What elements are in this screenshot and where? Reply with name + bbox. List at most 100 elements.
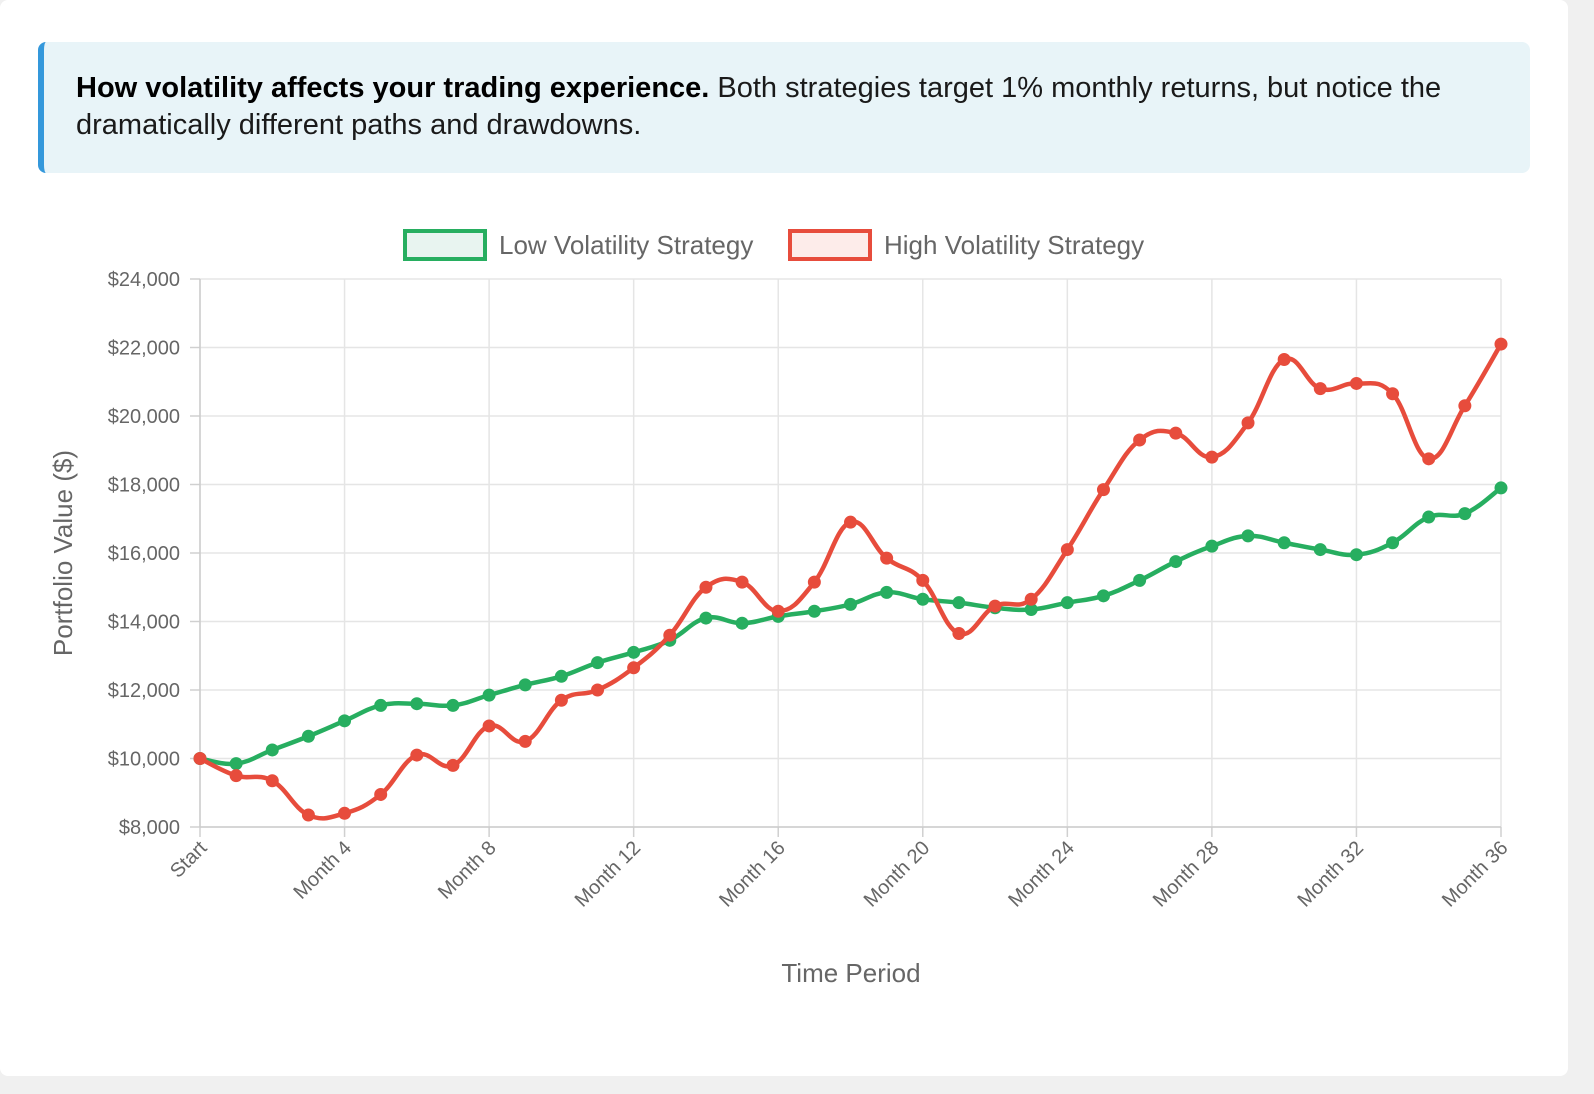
high-volatility-point[interactable] [591,683,605,697]
high-volatility-point[interactable] [1422,452,1436,466]
low-volatility-point[interactable] [229,757,243,771]
high-volatility-point[interactable] [410,748,424,762]
high-volatility-point[interactable] [1313,382,1327,396]
high-volatility-point[interactable] [880,551,894,565]
x-tick-label: Start [166,837,212,883]
high-volatility-point[interactable] [338,806,352,820]
high-volatility-point[interactable] [1024,592,1038,606]
y-axis-title: Portfolio Value ($) [48,450,78,656]
low-volatility-point[interactable] [952,596,966,610]
low-volatility-point[interactable] [1133,573,1147,587]
x-tick-label: Month 4 [289,837,356,904]
low-volatility-point[interactable] [699,611,713,625]
low-volatility-point[interactable] [1096,589,1110,603]
low-volatility-point[interactable] [591,656,605,670]
high-volatility-point[interactable] [988,599,1002,613]
low-volatility-point[interactable] [1205,539,1219,553]
low-volatility-point[interactable] [1458,507,1472,521]
low-volatility-point[interactable] [916,592,930,606]
high-volatility-point[interactable] [1386,387,1400,401]
high-volatility-point[interactable] [916,573,930,587]
high-volatility-point[interactable] [1205,450,1219,464]
high-volatility-line [199,342,1503,821]
low-volatility-point[interactable] [880,585,894,599]
low-volatility-point[interactable] [446,698,460,712]
high-volatility-point[interactable] [807,575,821,589]
high-volatility-point[interactable] [301,808,315,822]
high-volatility-point[interactable] [1277,352,1291,366]
low-volatility-point[interactable] [554,669,568,683]
low-volatility-point[interactable] [338,714,352,728]
high-volatility-point[interactable] [735,575,749,589]
x-tick-label: Month 20 [860,837,935,912]
high-volatility-point[interactable] [1096,483,1110,497]
high-volatility-point[interactable] [1349,376,1363,390]
high-volatility-point[interactable] [265,774,279,788]
low-volatility-point[interactable] [374,698,388,712]
y-tick-label: $20,000 [108,406,180,428]
high-volatility-point[interactable] [446,758,460,772]
high-volatility-point[interactable] [482,719,496,733]
high-volatility-legend-swatch[interactable] [788,229,872,261]
low-volatility-point[interactable] [735,616,749,630]
high-volatility-point[interactable] [844,515,857,529]
high-volatility-point[interactable] [554,693,568,707]
y-tick-label: $22,000 [108,338,180,360]
high-volatility-point[interactable] [1458,399,1472,413]
high-volatility-point[interactable] [229,769,243,783]
low-volatility-line [199,486,1503,767]
series-lines [193,337,1508,822]
low-volatility-point[interactable] [1494,481,1508,495]
x-tick-label: Month 24 [1004,837,1079,912]
high-volatility-point[interactable] [374,787,388,801]
high-volatility-point[interactable] [1241,416,1255,430]
y-tick-label: $8,000 [119,817,180,839]
high-volatility-point[interactable] [1494,337,1508,351]
low-volatility-point[interactable] [844,597,857,611]
x-tick-label: Month 12 [571,837,646,912]
chart-card: How volatility affects your trading expe… [0,0,1568,1076]
low-volatility-point[interactable] [1241,529,1255,543]
low-volatility-point[interactable] [1349,548,1363,562]
low-volatility-point[interactable] [301,729,315,743]
high-volatility-legend-label[interactable]: High Volatility Strategy [884,230,1144,260]
low-volatility-point[interactable] [1386,536,1400,550]
x-tick-label: Month 28 [1149,837,1224,912]
low-volatility-legend-swatch[interactable] [403,229,487,261]
legend: Low Volatility Strategy High Volatility S… [403,229,1144,261]
line-chart: $8,000 $10,000 $12,000 $14,000 $16,000 $18,00… [48,229,1513,988]
x-axis-title: Time Period [781,958,920,988]
y-tick-label: $24,000 [108,269,180,291]
low-volatility-point[interactable] [627,645,641,659]
low-volatility-point[interactable] [518,678,532,692]
high-volatility-point[interactable] [1133,433,1147,447]
low-volatility-legend-label[interactable]: Low Volatility Strategy [499,230,753,260]
low-volatility-point[interactable] [265,743,279,757]
low-volatility-point[interactable] [1422,510,1436,524]
high-volatility-point[interactable] [699,580,713,594]
high-volatility-point[interactable] [1169,426,1183,440]
high-volatility-point[interactable] [1060,543,1074,557]
low-volatility-point[interactable] [482,688,496,702]
low-volatility-point[interactable] [410,697,424,711]
high-volatility-point[interactable] [663,628,677,642]
x-tick-label: Month 36 [1438,837,1513,912]
x-tick-label: Month 32 [1293,837,1368,912]
high-volatility-point[interactable] [518,734,532,748]
info-callout: How volatility affects your trading expe… [38,42,1530,173]
low-volatility-point[interactable] [1313,543,1327,557]
high-volatility-point[interactable] [952,626,966,640]
grid-lines [199,278,1502,828]
low-volatility-point[interactable] [1060,596,1074,610]
high-volatility-point[interactable] [193,752,207,765]
x-tick-label: Month 16 [715,837,790,912]
low-volatility-point[interactable] [1277,536,1291,550]
high-volatility-point[interactable] [771,604,785,618]
high-volatility-point[interactable] [627,661,641,675]
y-tick-label: $14,000 [108,612,180,634]
info-lead: How volatility affects your trading expe… [76,72,710,104]
y-tick-label: $18,000 [108,475,180,497]
low-volatility-point[interactable] [1169,555,1183,569]
y-tick-label: $10,000 [108,749,180,771]
low-volatility-point[interactable] [807,604,821,618]
